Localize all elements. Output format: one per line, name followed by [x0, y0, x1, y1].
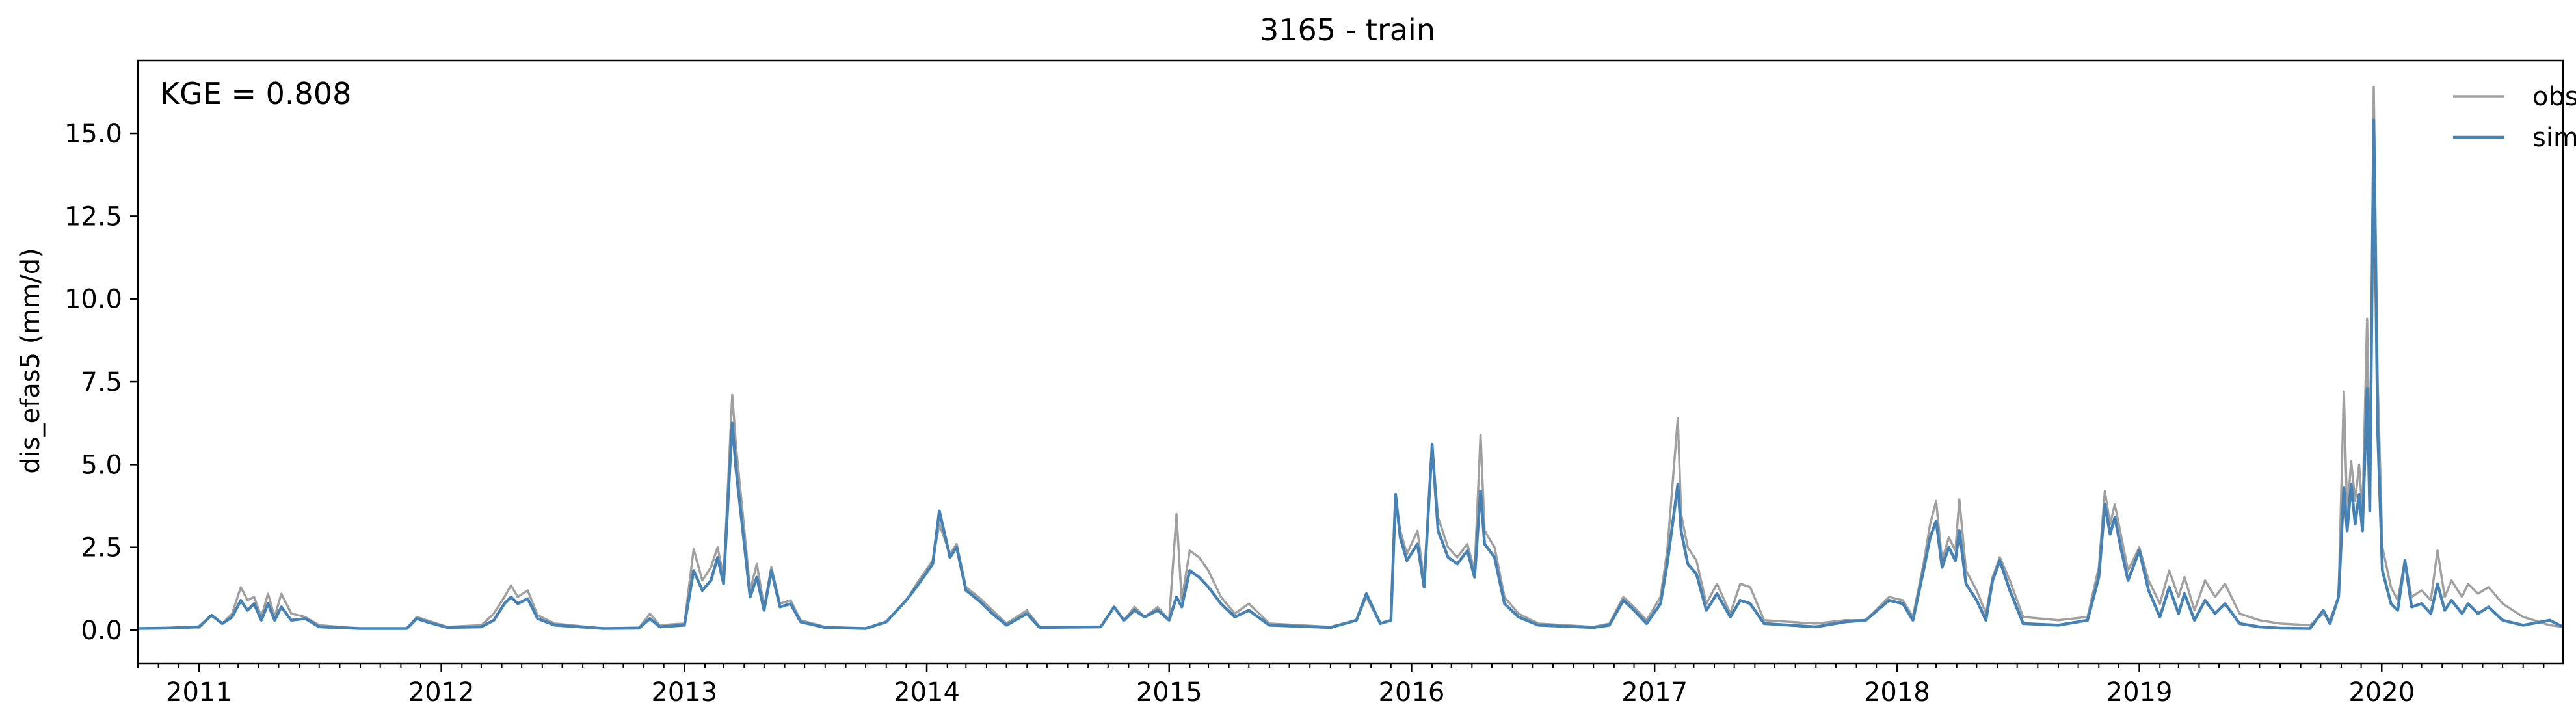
y-tick-label: 10.0 — [64, 285, 122, 315]
y-tick-label: 5.0 — [81, 450, 122, 480]
chart-title: 3165 - train — [1260, 12, 1435, 47]
series-layer — [137, 85, 2564, 630]
legend-label-obs: obs — [2532, 82, 2576, 112]
x-tick-label: 2020 — [2348, 678, 2415, 707]
y-tick-label: 0.0 — [81, 616, 122, 646]
y-tick-label: 7.5 — [81, 367, 122, 397]
y-tick-label: 15.0 — [64, 119, 122, 149]
x-tick-label: 2017 — [1621, 678, 1688, 707]
x-tick-label: 2011 — [166, 678, 232, 707]
y-tick-label: 2.5 — [81, 533, 122, 563]
axes-layer: 0.0 2.5 5.0 7.5 10.0 12.5 15.0 2011 2012 2013 2014… — [64, 59, 2564, 707]
series-line-obs — [137, 85, 2564, 630]
x-tick-label: 2018 — [1864, 678, 1930, 707]
y-axis-label: dis_efas5 (mm/d) — [16, 248, 46, 474]
x-tick-label: 2015 — [1136, 678, 1202, 707]
x-tick-label: 2012 — [408, 678, 475, 707]
x-tick-label: 2014 — [894, 678, 960, 707]
legend: obs sim — [2453, 82, 2576, 153]
legend-label-sim: sim — [2532, 123, 2576, 153]
x-tick-label: 2013 — [651, 678, 717, 707]
x-tick-label: 2019 — [2106, 678, 2173, 707]
y-tick-label: 12.5 — [64, 202, 122, 231]
series-line-sim — [137, 118, 2564, 630]
x-tick-label: 2016 — [1379, 678, 1445, 707]
kge-annotation: KGE = 0.808 — [160, 76, 351, 111]
